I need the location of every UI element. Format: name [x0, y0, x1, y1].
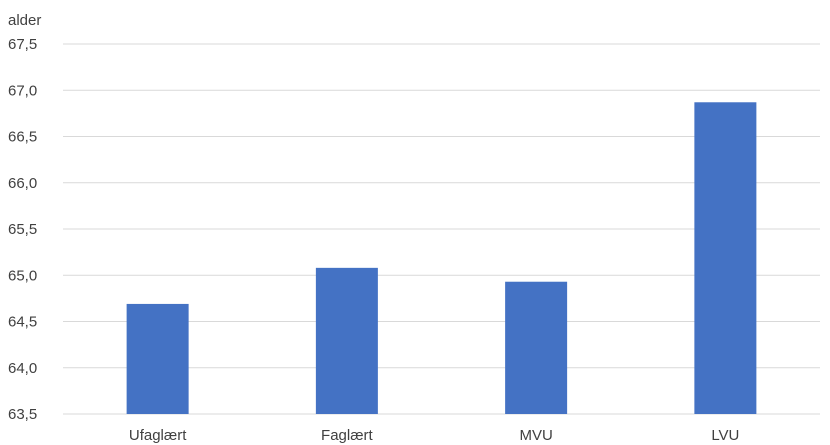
bar-mvu [505, 281, 568, 414]
bars [126, 102, 757, 415]
y-tick-label: 63,5 [8, 406, 37, 423]
y-tick-label: 67,0 [8, 82, 37, 99]
y-tick-label: 66,0 [8, 175, 37, 192]
x-category-label: MVU [519, 427, 552, 444]
bar-lvu [694, 102, 757, 415]
gridlines [63, 43, 820, 415]
y-tick-label: 64,0 [8, 360, 37, 377]
x-axis-labels: Ufaglært Faglært MVU LVU [129, 427, 740, 444]
x-category-label: Ufaglært [129, 427, 187, 444]
y-tick-label: 65,0 [8, 267, 37, 284]
y-axis-unit-label: alder [8, 12, 41, 29]
y-tick-label: 67,5 [8, 36, 37, 53]
y-tick-label: 64,5 [8, 314, 37, 331]
y-tick-label: 66,5 [8, 129, 37, 146]
bar-ufaglært [126, 303, 189, 414]
x-category-label: Faglært [321, 427, 374, 444]
y-axis-ticks: 63,5 64,0 64,5 65,0 65,5 66,0 66,5 67,0 67,5 [8, 36, 37, 423]
x-category-label: LVU [711, 427, 739, 444]
y-tick-label: 65,5 [8, 221, 37, 238]
bar-faglært [315, 267, 378, 414]
